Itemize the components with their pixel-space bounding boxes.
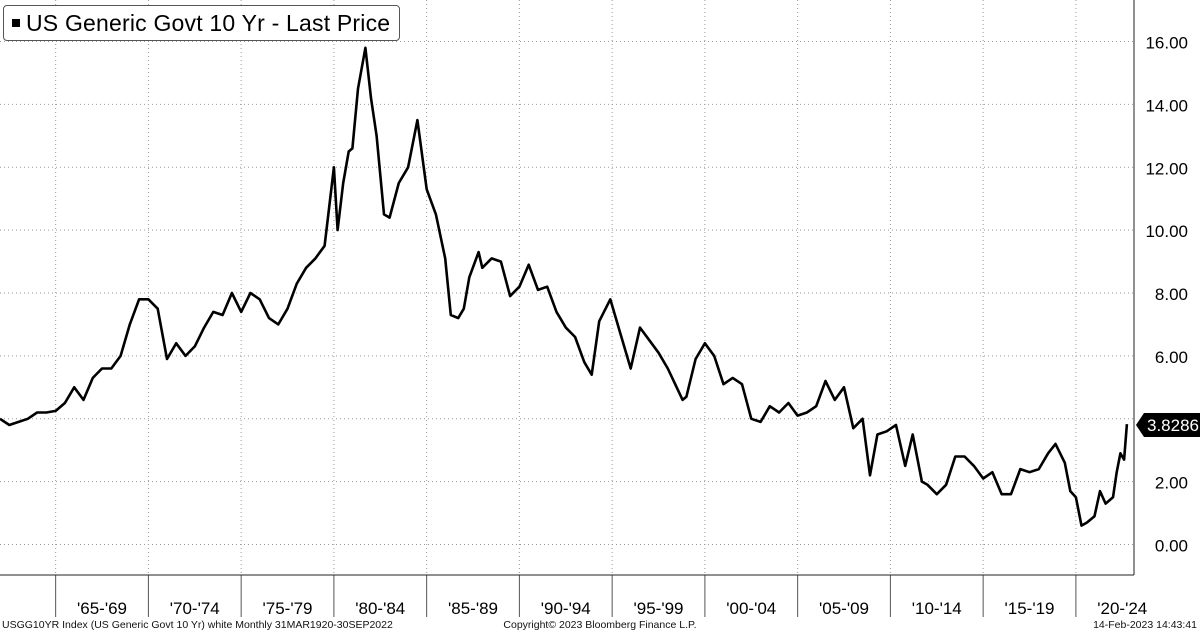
x-tick-label: '10-'14 (912, 599, 962, 618)
legend-label: US Generic Govt 10 Yr - Last Price (26, 9, 391, 36)
y-tick-label: 6.00 (1155, 348, 1188, 367)
series-layer (0, 46, 1129, 527)
y-tick-label: 16.00 (1145, 34, 1188, 53)
y-tick-label: 14.00 (1145, 96, 1188, 115)
x-tick-label: '75-'79 (263, 599, 313, 618)
footer-copyright: Copyright© 2023 Bloomberg Finance L.P. (503, 619, 697, 631)
series-line (0, 46, 1129, 527)
x-tick-label: '20-'24 (1097, 599, 1147, 618)
y-tick-label: 10.00 (1145, 222, 1188, 241)
grid-layer (0, 0, 1134, 617)
x-tick-label: '15-'19 (1005, 599, 1055, 618)
legend-swatch-icon (12, 19, 20, 27)
footer-index-info: USGG10YR Index (US Generic Govt 10 Yr) w… (2, 619, 393, 631)
footer-timestamp: 14-Feb-2023 14:43:41 (1093, 619, 1197, 631)
x-tick-label: '70-'74 (170, 599, 220, 618)
x-tick-label: '95-'99 (634, 599, 684, 618)
x-tick-label: '00-'04 (726, 599, 776, 618)
x-tick-label: '05-'09 (819, 599, 869, 618)
x-tick-label: '80-'84 (355, 599, 405, 618)
x-tick-label: '65-'69 (77, 599, 127, 618)
last-price-badge: 3.8286 (1136, 413, 1200, 437)
y-tick-label: 12.00 (1145, 159, 1188, 178)
x-tick-labels: '65-'69 '70-'74 '75-'79 '80-'84 '85-'89 '90-'… (77, 599, 1147, 618)
y-tick-label: 2.00 (1155, 474, 1188, 493)
last-price-value: 3.8286 (1147, 416, 1199, 435)
x-tick-label: '85-'89 (448, 599, 498, 618)
legend: US Generic Govt 10 Yr - Last Price (3, 5, 401, 41)
y-tick-label: 8.00 (1155, 285, 1188, 304)
last-price-badge-shape (1136, 413, 1200, 437)
x-tick-label: '90-'94 (541, 599, 591, 618)
y-tick-label: 0.00 (1155, 537, 1188, 556)
